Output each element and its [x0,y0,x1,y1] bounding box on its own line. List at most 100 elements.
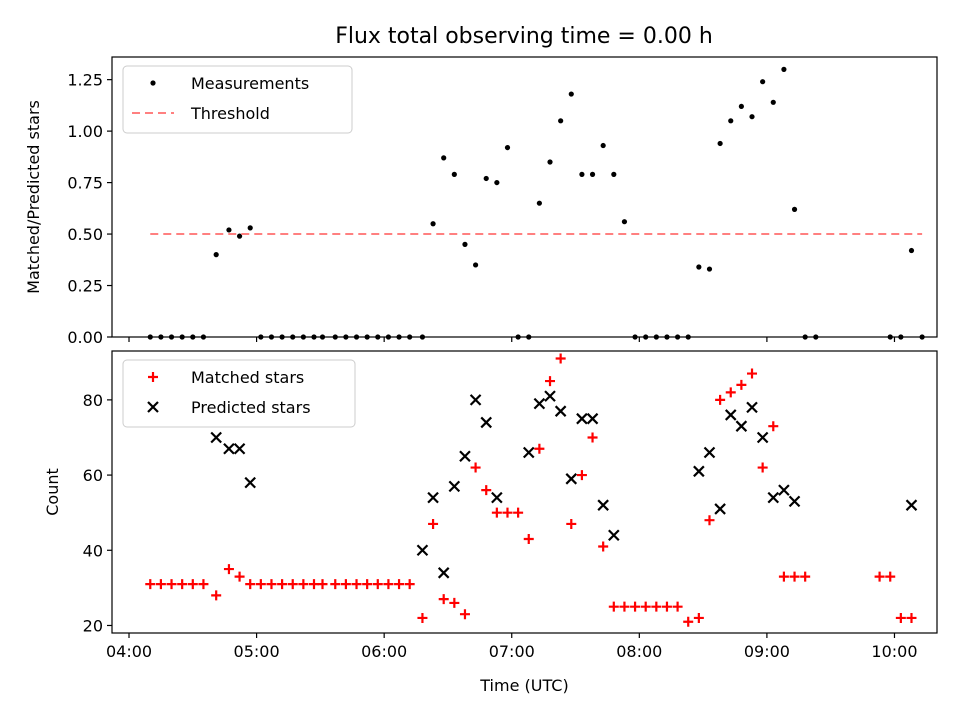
matched-star-point [598,541,609,552]
matched-star-point [619,601,630,612]
x-tick-label: 08:00 [616,642,662,661]
predicted-star-point [427,491,439,504]
measurement-point [664,334,670,340]
predicted-star-point [469,394,482,406]
legend-dot-swatch [150,80,156,86]
measurement-point [364,334,370,340]
x-tick-label: 10:00 [871,642,917,661]
measurement-point [279,334,285,340]
measurement-point [526,334,532,340]
matched-star-point [481,485,492,496]
matched-star-point [362,579,373,590]
predicted-star-point [586,412,599,425]
predicted-star-point [714,503,726,515]
measurement-point [611,171,617,177]
matched-star-point [417,612,428,623]
y-tick-label: 60 [83,466,103,485]
measurement-point [462,241,468,247]
matched-star-point [778,571,789,582]
matched-star-point [234,571,245,582]
measurement-point [536,200,542,206]
matched-star-point [277,579,288,590]
y-tick-label: 1.25 [67,71,103,90]
measurement-point [385,334,392,340]
predicted-star-point [735,420,748,432]
legend-label: Threshold [190,104,270,123]
predicted-star-point [746,401,758,414]
matched-star-point [725,387,736,398]
predicted-star-point [448,480,461,493]
predicted-star-point [459,450,471,463]
measurement-point [353,334,360,340]
measurement-point [685,334,691,340]
matched-star-point [715,394,726,405]
matched-star-point [513,507,524,518]
measurement-point [258,334,264,340]
matched-star-point [404,579,415,590]
measurement-point [898,334,904,340]
matched-star-point [502,507,513,518]
y-axis-label: Matched/Predicted stars [24,100,43,294]
measurement-point [375,334,381,340]
measurement-point [290,334,296,340]
axes-frame [111,350,938,634]
measurement-point [158,334,164,340]
counts-panel: 04:00 05:00 06:00 07:00 08:00 09:00 10:00 20 40 6… [43,350,938,695]
matched-star-point [683,616,694,627]
legend-label: Predicted stars [191,398,311,417]
legend-box [122,65,353,134]
measurement-point [749,114,755,120]
x-tick-label: 07:00 [489,642,535,661]
matched-star-point [459,609,470,620]
matched-star-point [145,579,156,590]
measurement-point [813,334,819,340]
matched-star-point [640,601,651,612]
predicted-star-point [554,405,567,417]
measurement-point [396,334,402,340]
matched-star-point [895,612,906,623]
measurement-point [791,206,798,212]
predicted-star-point [533,397,546,410]
predicted-star-point [416,544,429,557]
axes-frame [111,56,938,338]
measurement-point [441,155,447,161]
matched-star-point [491,507,502,518]
legend-x-swatch [147,401,159,413]
measurement-point [332,334,338,340]
matched-star-point [885,571,896,582]
matched-star-point [470,462,481,473]
matched-star-point [166,579,177,590]
measurement-point [343,334,349,340]
measurement-point [451,171,457,177]
measurement-point [494,179,500,186]
matched-star-point [651,601,662,612]
matched-star-point [266,579,277,590]
matched-star-point [211,590,222,601]
matched-star-point [155,579,166,590]
matched-star-point [874,571,885,582]
legend-label: Measurements [191,74,309,93]
matched-star-point [630,601,641,612]
measurement-point [179,334,185,340]
matched-star-point [906,612,917,623]
matched-star-point [534,443,545,454]
measurement-point [717,140,723,147]
matched-star-point [245,579,256,590]
measurement-point [696,264,702,270]
measurement-point [600,142,606,149]
matched-star-point [428,518,439,529]
matched-star-point [789,571,800,582]
y-axis-label: Count [43,468,62,516]
measurement-point [226,227,232,233]
measurement-point [781,66,787,72]
matched-star-point [223,564,234,575]
matched-star-point [608,601,619,612]
predicted-star-point [576,412,588,425]
matched-star-point [672,601,683,612]
legend-label: Matched stars [191,368,304,387]
measurement-point [887,334,893,340]
y-tick-label: 0.00 [67,328,103,347]
matched-star-point [800,571,811,582]
predicted-star-point [778,484,790,496]
